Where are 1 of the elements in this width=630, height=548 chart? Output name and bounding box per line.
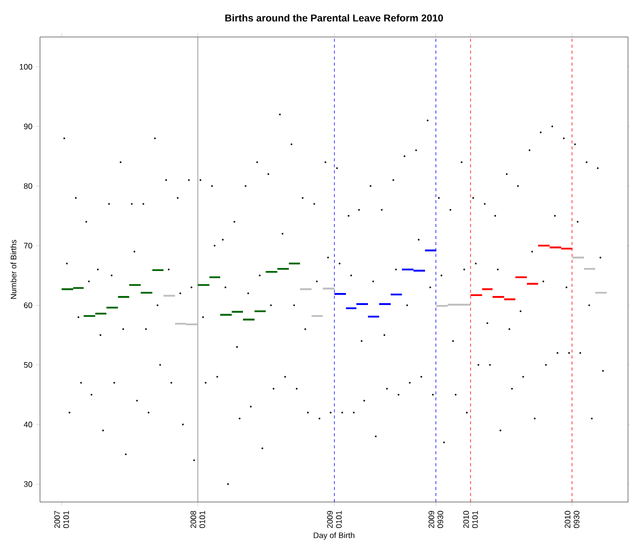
chart-title: Births around the Parental Leave Reform 2010	[225, 14, 443, 22]
